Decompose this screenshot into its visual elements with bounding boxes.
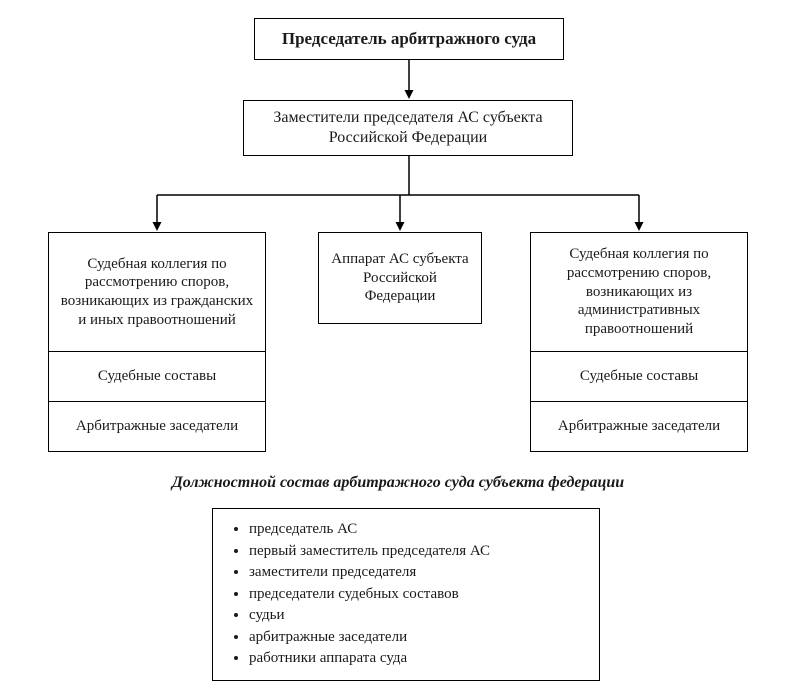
node-chairman: Председатель арбитражного суда (254, 18, 564, 60)
right-assessors-label: Арбитражные заседатели (558, 417, 720, 436)
list-item: первый заместитель председателя АС (249, 541, 581, 563)
positions-list: председатель АС первый заместитель предс… (227, 519, 581, 670)
subtitle: Должностной состав арбитражного суда суб… (108, 474, 688, 492)
left-assessors-label: Арбитражные заседатели (76, 417, 238, 436)
diagram-canvas: Председатель арбитражного суда Заместите… (0, 0, 797, 697)
list-item: председатели судебных составов (249, 584, 581, 606)
right-compositions-label: Судебные составы (580, 367, 698, 386)
list-item: работники аппарата суда (249, 648, 581, 670)
right-cell-collegium: Судебная коллегия по рассмотрению споров… (531, 233, 747, 351)
left-column: Судебная коллегия по рассмотрению споров… (48, 232, 266, 452)
positions-list-box: председатель АС первый заместитель предс… (212, 508, 600, 681)
list-item: судьи (249, 605, 581, 627)
left-cell-collegium: Судебная коллегия по рассмотрению споров… (49, 233, 265, 351)
node-deputies: Заместители председателя АС субъекта Рос… (243, 100, 573, 156)
node-chairman-label: Председатель арбитражного суда (282, 28, 536, 49)
right-collegium-label: Судебная коллегия по рассмотрению споров… (541, 245, 737, 339)
list-item: председатель АС (249, 519, 581, 541)
list-item: заместители председателя (249, 562, 581, 584)
right-column: Судебная коллегия по рассмотрению споров… (530, 232, 748, 452)
left-collegium-label: Судебная коллегия по рассмотрению споров… (59, 255, 255, 330)
right-cell-assessors: Арбитражные заседатели (531, 401, 747, 451)
node-deputies-label: Заместители председателя АС субъекта Рос… (254, 108, 562, 148)
left-compositions-label: Судебные составы (98, 367, 216, 386)
node-apparatus: Аппарат АС субъекта Российской Федерации (318, 232, 482, 324)
list-item: арбитражные заседатели (249, 627, 581, 649)
subtitle-text: Должностной состав арбитражного суда суб… (172, 474, 624, 491)
left-cell-assessors: Арбитражные заседатели (49, 401, 265, 451)
left-cell-compositions: Судебные составы (49, 351, 265, 401)
right-cell-compositions: Судебные составы (531, 351, 747, 401)
node-apparatus-label: Аппарат АС субъекта Российской Федерации (329, 250, 471, 306)
